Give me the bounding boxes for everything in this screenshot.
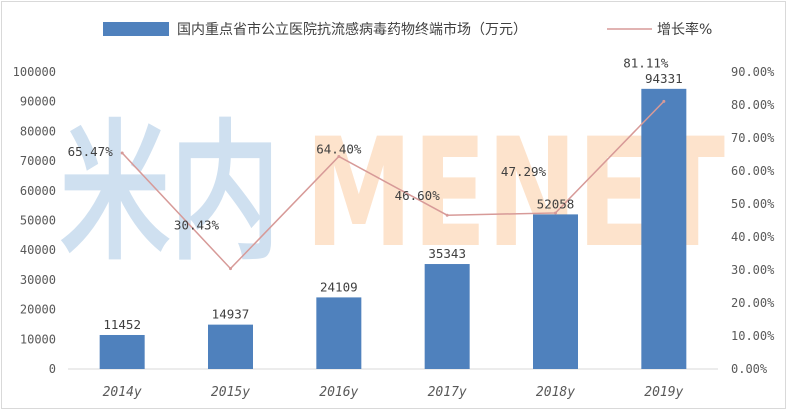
y-right-tick-label: 60.00%	[731, 164, 775, 178]
bar	[424, 264, 470, 369]
line-series	[120, 99, 666, 271]
line-value-label: 65.47%	[68, 144, 114, 159]
bar-value-label: 35343	[428, 246, 466, 261]
y-left-tick-label: 0	[49, 362, 56, 376]
line-value-label: 30.43%	[174, 218, 220, 233]
bar-value-label: 11452	[103, 317, 141, 332]
y-left-tick-label: 10000	[20, 332, 56, 346]
y-left-tick-label: 70000	[20, 154, 56, 168]
bar-series	[99, 88, 687, 370]
y-right-tick-label: 40.00%	[731, 230, 775, 244]
growth-rate-point	[229, 267, 232, 271]
growth-rate-point	[445, 213, 449, 217]
y-right-tick-label: 0.00%	[731, 362, 768, 376]
y-axis-left: 0 10000 20000 30000 40000 50000 60000 70000 8000…	[13, 65, 56, 376]
growth-rate-point	[337, 154, 341, 158]
y-right-tick-label: 50.00%	[731, 197, 775, 211]
x-tick-label: 2014y	[103, 385, 142, 400]
legend-line-label: 增长率%	[657, 21, 712, 38]
y-left-tick-label: 50000	[20, 214, 56, 228]
watermark-mark-left: 米内	[60, 107, 280, 281]
bar	[208, 324, 253, 369]
y-left-tick-label: 100000	[13, 65, 56, 79]
growth-rate-line	[121, 100, 665, 270]
x-axis: 2014y 2015y 2016y 2017y 2018y 2019y	[68, 368, 718, 400]
data-labels: 11452 14937 24109 35343 52058 94331 65.47% 30.4…	[68, 55, 683, 332]
x-tick-label: 2017y	[428, 385, 467, 400]
y-left-tick-label: 60000	[20, 184, 56, 198]
bar-value-label: 14937	[212, 307, 250, 322]
line-value-label: 64.40%	[316, 141, 362, 156]
y-left-tick-label: 30000	[20, 273, 56, 287]
y-right-tick-label: 20.00%	[731, 296, 775, 310]
y-left-tick-label: 90000	[20, 95, 56, 109]
legend-bar-label: 国内重点省市公立医院抗流感病毒药物终端市场（万元）	[177, 21, 527, 38]
x-tick-label: 2015y	[211, 385, 250, 400]
x-tick-label: 2019y	[644, 385, 683, 400]
growth-rate-point	[554, 211, 557, 215]
line-value-label: 81.11%	[623, 55, 669, 70]
line-value-label: 46.60%	[395, 188, 441, 203]
x-tick-label: 2016y	[319, 385, 358, 400]
growth-rate-point	[120, 151, 124, 155]
y-right-tick-label: 70.00%	[731, 131, 775, 145]
bar-value-label: 52058	[537, 196, 575, 211]
bar	[99, 334, 145, 369]
y-right-tick-label: 80.00%	[731, 98, 775, 112]
legend: 国内重点省市公立医院抗流感病毒药物终端市场（万元） 增长率%	[103, 21, 712, 38]
y-right-tick-label: 10.00%	[731, 329, 775, 343]
line-value-label: 47.29%	[501, 164, 547, 179]
y-right-tick-label: 90.00%	[731, 65, 775, 79]
bar	[316, 297, 362, 369]
bar	[533, 214, 578, 369]
y-axis-right: 0.00% 10.00% 20.00% 30.00% 40.00% 50.00% 60.00…	[731, 65, 775, 376]
growth-rate-point	[662, 99, 666, 103]
legend-bar-swatch	[103, 22, 169, 36]
x-tick-label: 2018y	[536, 385, 575, 400]
bar-value-label: 94331	[645, 71, 683, 86]
y-right-tick-label: 30.00%	[731, 263, 775, 277]
y-left-tick-label: 80000	[20, 124, 56, 138]
y-left-tick-label: 40000	[20, 243, 56, 257]
bar-value-label: 24109	[320, 279, 358, 294]
y-left-tick-label: 20000	[20, 303, 56, 317]
bar	[641, 88, 687, 370]
